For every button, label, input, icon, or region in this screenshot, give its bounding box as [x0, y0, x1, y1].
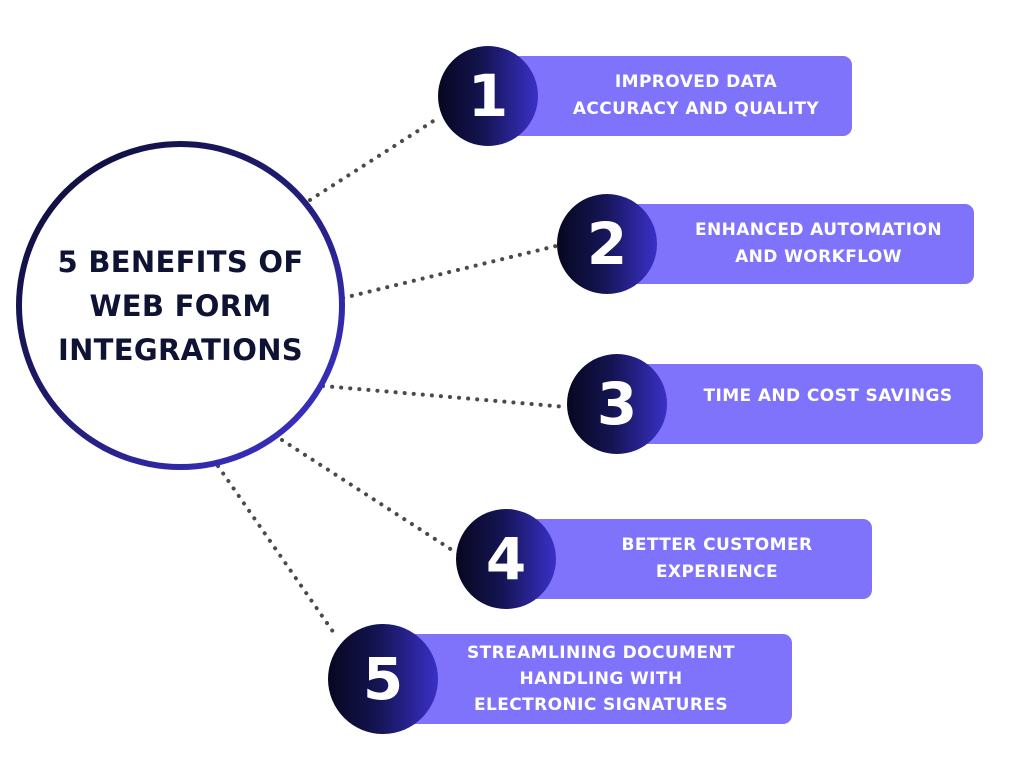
benefit-box-2: ENHANCED AUTOMATION AND WORKFLOW	[607, 204, 974, 284]
benefit-number-badge-3: 3	[567, 354, 667, 454]
connector-line-4	[280, 438, 454, 552]
connector-line-2	[341, 244, 558, 300]
benefit-text-3: TIME AND COST SAVINGS	[703, 386, 953, 406]
benefit-box-5: STREAMLINING DOCUMENT HANDLING WITH ELEC…	[380, 634, 792, 724]
benefit-text-2: ENHANCED AUTOMATION AND WORKFLOW	[694, 220, 942, 267]
benefit-number-4: 4	[485, 525, 527, 593]
benefit-number-2: 2	[586, 210, 628, 278]
benefit-number-badge-4: 4	[456, 509, 556, 609]
benefit-box-3: TIME AND COST SAVINGS	[617, 364, 983, 444]
connector-line-1	[308, 116, 440, 202]
connector-line-5	[216, 464, 338, 638]
benefit-text-4: BETTER CUSTOMER EXPERIENCE	[621, 535, 813, 582]
connector-line-3	[321, 384, 568, 409]
hub-title: 5 BENEFITS OF WEB FORM INTEGRATIONS	[57, 244, 304, 367]
benefit-box-1: IMPROVED DATA ACCURACY AND QUALITY	[488, 56, 852, 136]
benefit-number-badge-2: 2	[557, 194, 657, 294]
hub-circle: 5 BENEFITS OF WEB FORM INTEGRATIONS	[16, 141, 345, 470]
benefit-text-5: STREAMLINING DOCUMENT HANDLING WITH ELEC…	[466, 643, 736, 715]
benefit-number-badge-1: 1	[438, 46, 538, 146]
benefit-number-3: 3	[596, 370, 638, 438]
benefit-number-1: 1	[467, 62, 509, 130]
benefit-text-1: IMPROVED DATA ACCURACY AND QUALITY	[572, 72, 820, 119]
benefit-number-badge-5: 5	[328, 624, 438, 734]
benefit-box-4: BETTER CUSTOMER EXPERIENCE	[506, 519, 872, 599]
benefit-number-5: 5	[362, 645, 404, 713]
